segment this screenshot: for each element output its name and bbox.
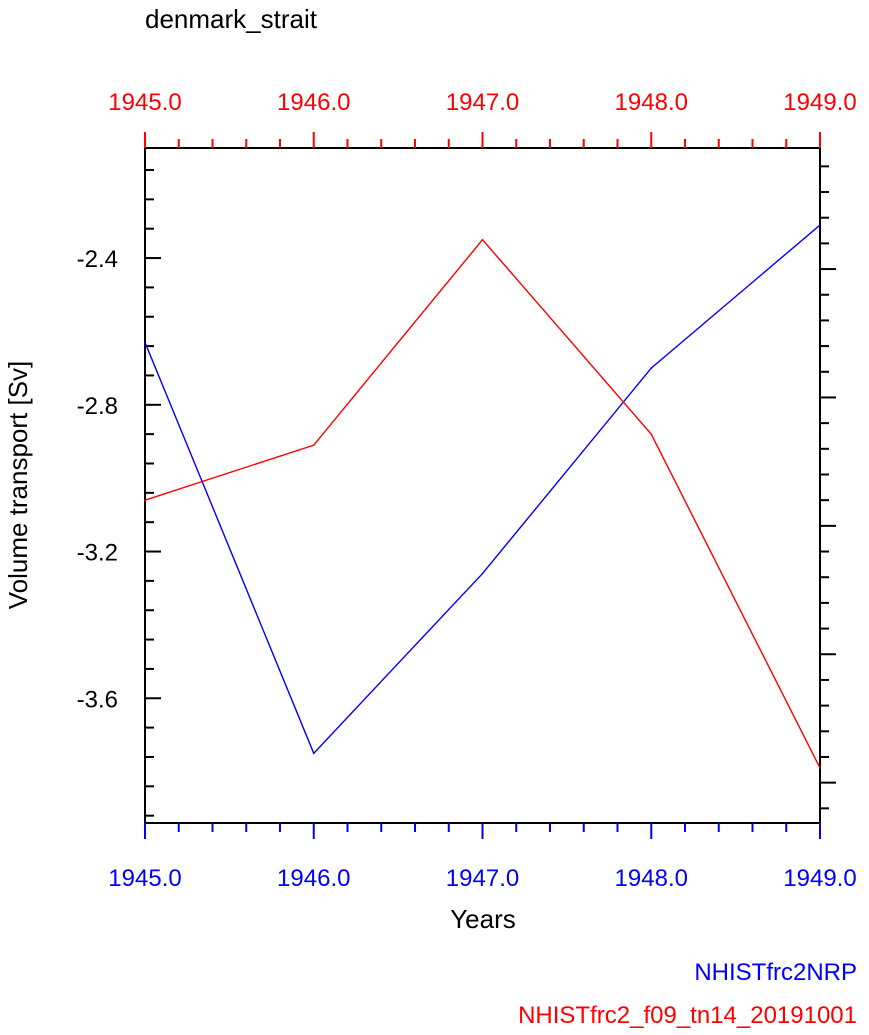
legend-entry-series-2: NHISTfrc2_f09_tn14_20191001 xyxy=(518,1002,857,1029)
top-tick-label: 1946.0 xyxy=(277,89,350,116)
y-tick-label: -3.6 xyxy=(77,686,118,713)
series-line-1 xyxy=(144,224,821,755)
x-axis-label: Years xyxy=(450,904,516,934)
bottom-tick-label: 1947.0 xyxy=(446,865,519,892)
series-2-point xyxy=(312,444,315,446)
series-2-point xyxy=(819,767,821,769)
y-axis-label: Volume transport [Sv] xyxy=(3,361,33,610)
bottom-axis-tick-labels: 1945.0 1946.0 1947.0 1948.0 1949.0 xyxy=(108,865,856,892)
top-tick-label: 1949.0 xyxy=(783,89,856,116)
plot-frame xyxy=(144,132,836,839)
y-tick-label: -2.4 xyxy=(77,246,118,273)
top-axis-tick-labels: 1945.0 1946.0 1947.0 1948.0 1949.0 xyxy=(108,89,856,116)
y-tick-label: -2.8 xyxy=(77,393,118,420)
bottom-tick-label: 1946.0 xyxy=(277,865,350,892)
series-layer xyxy=(144,224,821,769)
series-2-point xyxy=(144,499,146,501)
series-1-point xyxy=(481,572,484,575)
series-1-point xyxy=(312,752,315,755)
series-2-point xyxy=(481,238,484,241)
top-tick-label: 1948.0 xyxy=(615,89,688,116)
bottom-tick-label: 1949.0 xyxy=(783,865,856,892)
plot-border xyxy=(144,147,821,824)
series-1-point xyxy=(650,367,653,369)
bottom-tick-label: 1948.0 xyxy=(615,865,688,892)
y-tick-label: -3.2 xyxy=(77,540,118,567)
y-axis-tick-labels: -2.4 -2.8 -3.2 -3.6 xyxy=(77,246,118,713)
top-tick-label: 1947.0 xyxy=(446,89,519,116)
legend-entry-series-1: NHISTfrc2NRP xyxy=(694,959,857,986)
top-tick-label: 1945.0 xyxy=(108,89,181,116)
series-line-2 xyxy=(144,238,821,769)
series-1-point xyxy=(144,341,146,344)
chart-title: denmark_strait xyxy=(145,4,318,34)
bottom-tick-label: 1945.0 xyxy=(108,865,181,892)
series-2-point xyxy=(650,433,653,435)
series-1-point xyxy=(819,224,821,226)
